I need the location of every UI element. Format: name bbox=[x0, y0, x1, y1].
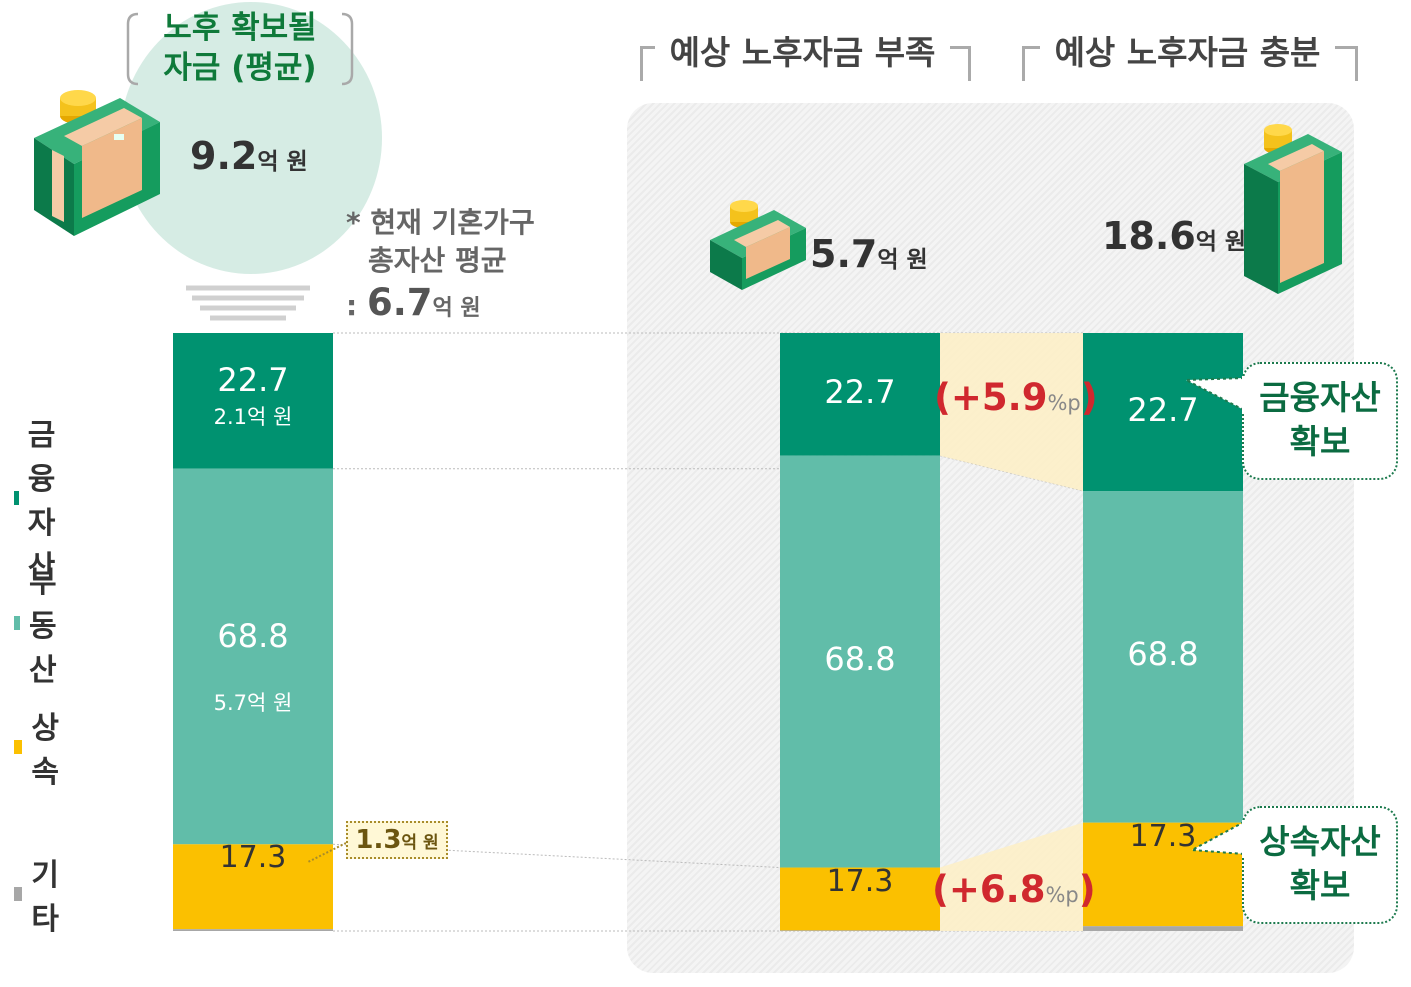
summary-amount-value: 9.2 bbox=[190, 134, 258, 178]
legend-label-financial: 금융자산 bbox=[27, 418, 56, 585]
legend-label-real-estate: 부동산 bbox=[29, 565, 57, 688]
bar-3-real-estate-label: 68.8 bbox=[1127, 634, 1199, 673]
real-estate-amount-label: 5.7억 원 bbox=[213, 690, 293, 715]
financial-difference-band bbox=[940, 333, 1083, 492]
bar-3-financial-label: 22.7 bbox=[1127, 391, 1199, 429]
guide-line-inheritance bbox=[332, 843, 781, 869]
bar-2-financial-segment bbox=[780, 333, 940, 456]
difference-inheritance: (+6.8%p) bbox=[932, 868, 1096, 911]
difference-inheritance-close: ) bbox=[1078, 868, 1096, 911]
financial-amount-label: 2.1억 원 bbox=[213, 404, 293, 429]
legend-swatch-financial bbox=[14, 491, 19, 505]
sufficient-amount: 18.6억 원 bbox=[1102, 214, 1246, 258]
legend-item-other: 기타 bbox=[14, 850, 65, 938]
bar-3-real-estate-segment bbox=[1083, 491, 1243, 823]
difference-financial: (+5.9%p) bbox=[934, 376, 1098, 419]
callout-financial: 금융자산 확보 bbox=[1242, 362, 1398, 480]
callout-financial-pointer bbox=[1182, 376, 1248, 412]
money-small-icon bbox=[710, 200, 806, 290]
legend-item-real-estate: 부동산 bbox=[14, 557, 65, 689]
legend-label-inheritance: 상속 bbox=[31, 711, 60, 790]
title-brackets bbox=[126, 12, 354, 86]
legend-swatch-other bbox=[14, 887, 23, 901]
callout-financial-line2: 확보 bbox=[1289, 422, 1351, 461]
summary-amount: 9.2억 원 bbox=[190, 134, 308, 178]
sufficient-amount-unit: 억 원 bbox=[1195, 229, 1247, 255]
note-line2: 총자산 평균 bbox=[368, 244, 507, 277]
callout-inheritance: 상속자산 확보 bbox=[1242, 806, 1398, 924]
legend-item-financial: 금융자산 bbox=[14, 410, 65, 586]
bar-2-financial-label: 22.7 bbox=[824, 373, 896, 411]
group-title-sufficient: 예상 노후자금 충분 bbox=[1040, 26, 1335, 74]
inheritance-amount-value: 1.3 bbox=[355, 825, 402, 855]
shortage-amount: 5.7억 원 bbox=[810, 232, 928, 276]
bar-1-real-estate-segment bbox=[173, 468, 333, 845]
difference-financial-value: (+5.9 bbox=[934, 376, 1048, 419]
inheritance-amount-unit: 억 원 bbox=[401, 833, 439, 853]
difference-financial-unit: %p bbox=[1047, 391, 1081, 415]
note-value: 6.7 bbox=[366, 281, 433, 324]
bar-3-other-segment bbox=[1083, 926, 1243, 931]
bar-3-inheritance-label: 17.3 bbox=[1129, 818, 1197, 854]
down-arrow-stripes bbox=[186, 285, 310, 321]
summary-title-line2: 자금 (평균) bbox=[163, 50, 317, 86]
summary-circle bbox=[120, 2, 382, 274]
bar-2-real-estate-segment bbox=[780, 455, 940, 868]
callout-inheritance-pointer bbox=[1188, 820, 1248, 858]
summary-title: 노후 확보될 자금 (평균) bbox=[132, 8, 348, 88]
inheritance-tag-pointer bbox=[307, 842, 347, 863]
bar-1-inheritance-label: 17.3 bbox=[219, 840, 287, 876]
money-stack-icon bbox=[34, 90, 160, 236]
group-title-shortage: 예상 노후자금 부족 bbox=[655, 26, 950, 74]
bar-1-other-segment bbox=[173, 929, 333, 931]
bar-1-financial-segment bbox=[173, 333, 333, 469]
difference-inheritance-value: (+6.8 bbox=[932, 868, 1046, 911]
legend-swatch-inheritance bbox=[14, 740, 23, 754]
note-prefix: : bbox=[346, 289, 367, 322]
bar-1-real-estate-label: 68.8 bbox=[217, 616, 289, 655]
shortage-amount-value: 5.7 bbox=[810, 232, 878, 276]
bar-2-inheritance-segment bbox=[780, 867, 940, 931]
bar-1-financial-label: 22.7 bbox=[217, 360, 289, 399]
bar-2-real-estate-label: 68.8 bbox=[824, 639, 896, 678]
difference-inheritance-unit: %p bbox=[1045, 883, 1079, 907]
legend-item-inheritance: 상속 bbox=[14, 703, 65, 791]
bar-2-other-segment bbox=[780, 930, 940, 931]
bar-1-inheritance-segment bbox=[173, 844, 333, 930]
sufficient-amount-value: 18.6 bbox=[1102, 214, 1196, 258]
legend-swatch-real-estate bbox=[14, 616, 21, 630]
money-tall-icon bbox=[1244, 124, 1342, 294]
shortage-amount-unit: 억 원 bbox=[877, 247, 928, 273]
legend-label-other: 기타 bbox=[31, 858, 60, 937]
total-assets-note: * 현재 기혼가구 총자산 평균 : 6.7억 원 bbox=[346, 204, 535, 328]
callout-inheritance-line2: 확보 bbox=[1289, 866, 1351, 905]
bar-2-inheritance-label: 17.3 bbox=[826, 863, 894, 899]
note-line1: * 현재 기혼가구 bbox=[346, 206, 535, 239]
summary-title-line1: 노후 확보될 bbox=[163, 10, 317, 46]
inheritance-amount-tag: 1.3억 원 bbox=[346, 821, 448, 859]
summary-amount-unit: 억 원 bbox=[257, 149, 308, 175]
bar-3-financial-segment bbox=[1083, 333, 1243, 492]
inheritance-difference-band bbox=[940, 822, 1083, 931]
note-unit: 억 원 bbox=[432, 296, 481, 321]
difference-financial-close: ) bbox=[1080, 376, 1098, 419]
callout-inheritance-line1: 상속자산 bbox=[1259, 822, 1381, 861]
callout-financial-line1: 금융자산 bbox=[1259, 378, 1381, 417]
